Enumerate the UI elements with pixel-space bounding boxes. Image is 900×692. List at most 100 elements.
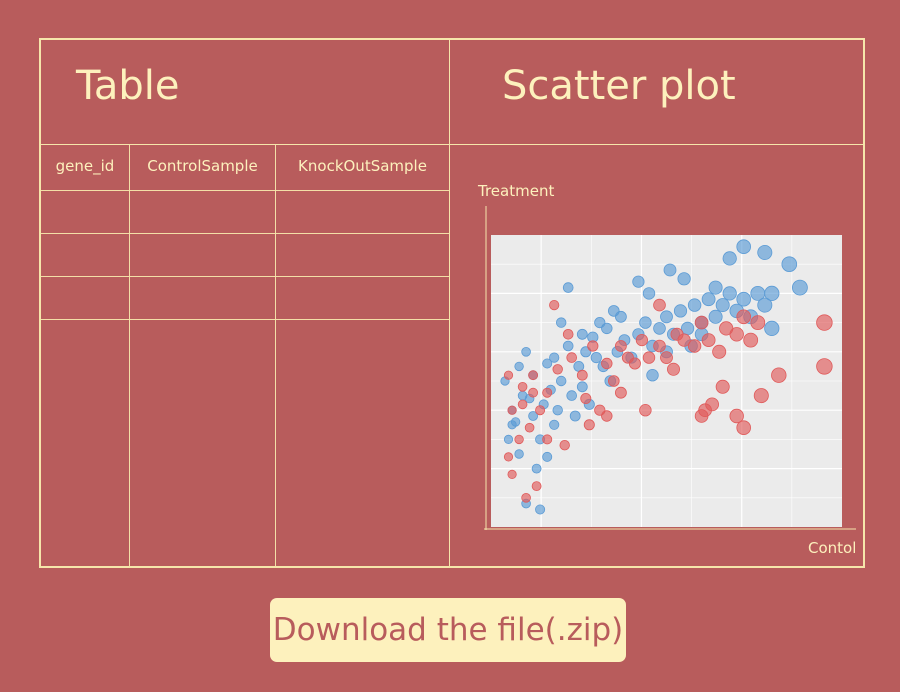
scatter-point-blue xyxy=(639,316,652,329)
scatter-point-blue xyxy=(687,298,702,312)
scatter-point-blue xyxy=(673,304,688,318)
scatter-point-blue xyxy=(722,286,737,301)
scatter-point-red xyxy=(642,351,656,364)
scatter-point-red xyxy=(628,357,641,370)
scatter-point-blue xyxy=(510,417,521,427)
scatter-point-blue xyxy=(514,449,524,459)
scatter-point-red xyxy=(701,333,716,348)
scatter-point-blue xyxy=(503,434,514,444)
scatter-point-red xyxy=(528,370,538,381)
scatter-point-blue xyxy=(549,419,560,430)
scatter-point-blue xyxy=(677,272,691,286)
scatter-point-red xyxy=(639,403,652,417)
table-row-divider-2 xyxy=(41,276,449,277)
scatter-point-blue xyxy=(614,310,627,323)
scatter-point-red xyxy=(687,339,702,353)
scatter-point-red xyxy=(712,344,727,359)
scatter-point-red xyxy=(566,352,577,363)
scatter-point-red xyxy=(514,434,524,445)
scatter-point-red xyxy=(729,408,744,424)
scatter-point-red xyxy=(736,420,752,436)
scatter-point-red xyxy=(524,422,535,433)
scatter-point-blue xyxy=(542,358,553,369)
table-panel-title: Table xyxy=(76,63,180,109)
scatter-point-red xyxy=(549,300,560,311)
scatter-point-blue xyxy=(562,282,574,293)
scatter-point-red xyxy=(517,382,528,392)
scatter-point-red xyxy=(736,309,752,325)
scatter-point-red xyxy=(531,481,542,492)
scatter-panel-title: Scatter plot xyxy=(502,63,736,109)
data-points xyxy=(500,239,833,515)
scatter-point-red xyxy=(528,387,538,398)
scatter-point-red xyxy=(743,332,759,348)
scatter-point-blue xyxy=(660,310,673,324)
scatter-point-blue xyxy=(764,285,780,302)
scatter-point-red xyxy=(521,492,531,503)
scatter-point-blue xyxy=(632,275,645,288)
scatter-point-blue xyxy=(566,390,577,401)
scatter-point-blue xyxy=(549,352,560,363)
scatter-point-blue xyxy=(781,256,798,272)
scatter-point-red xyxy=(576,369,588,381)
scatter-point-red xyxy=(666,362,680,376)
scatter-point-blue xyxy=(542,451,553,462)
scatter-point-red xyxy=(750,315,766,330)
scatter-point-blue xyxy=(601,322,613,335)
scatter-point-red xyxy=(816,314,833,331)
scatter-point-red xyxy=(677,333,691,347)
scatter-point-red xyxy=(503,370,514,380)
scatter-point-red xyxy=(507,469,517,479)
scatter-point-red xyxy=(583,419,595,431)
scatter-point-blue xyxy=(791,279,808,296)
title-row-divider xyxy=(41,144,863,145)
scatter-point-red xyxy=(601,410,613,422)
scatter-point-blue xyxy=(736,239,752,254)
column-header-gene-id: gene_id xyxy=(55,157,115,175)
table-col-divider-2 xyxy=(275,145,276,566)
scatter-point-blue xyxy=(552,404,563,416)
scatter-point-blue xyxy=(646,368,659,382)
scatter-point-red xyxy=(614,386,627,399)
scatter-point-red xyxy=(698,403,712,418)
scatter-point-red xyxy=(507,405,517,415)
scatter-point-red xyxy=(816,358,833,375)
x-axis-label: Contol xyxy=(808,539,857,557)
column-header-knockout-sample: KnockOutSample xyxy=(298,157,427,175)
scatter-point-blue xyxy=(642,287,656,300)
scatter-point-blue xyxy=(715,298,730,313)
scatter-point-red xyxy=(552,364,563,375)
scatter-point-red xyxy=(601,357,613,370)
scatter-point-red xyxy=(580,392,592,404)
scatter-point-blue xyxy=(555,375,567,387)
scatter-point-blue xyxy=(535,504,546,515)
scatter-point-blue xyxy=(653,322,666,335)
scatter-point-blue xyxy=(576,328,588,340)
scatter-point-blue xyxy=(722,251,737,266)
scatter-point-red xyxy=(729,327,744,342)
scatter-point-blue xyxy=(757,245,773,261)
layout-frame xyxy=(39,38,865,568)
scatter-point-blue xyxy=(708,280,723,295)
download-zip-button[interactable]: Download the file(.zip) xyxy=(270,598,626,662)
scatter-point-blue xyxy=(531,463,542,474)
scatter-point-red xyxy=(517,399,528,410)
scatter-point-red xyxy=(587,340,599,352)
scatter-point-red xyxy=(653,298,666,312)
scatter-point-red xyxy=(542,387,553,398)
scatter-point-blue xyxy=(555,317,567,328)
scatter-point-blue xyxy=(528,411,538,421)
table-row-divider-3 xyxy=(41,319,449,320)
scatter-point-red xyxy=(559,439,570,451)
scatter-point-blue xyxy=(521,347,531,357)
scatter-point-red xyxy=(542,434,553,445)
scatter-point-red xyxy=(771,367,787,383)
column-header-control-sample: ControlSample xyxy=(147,157,258,175)
scatter-point-blue xyxy=(562,340,574,352)
scatter-point-blue xyxy=(757,297,773,313)
scatter-point-red xyxy=(715,379,730,394)
scatter-point-blue xyxy=(590,352,602,364)
scatter-point-red xyxy=(562,329,574,340)
scatter-point-blue xyxy=(708,309,723,324)
scatter-point-red xyxy=(535,405,546,416)
